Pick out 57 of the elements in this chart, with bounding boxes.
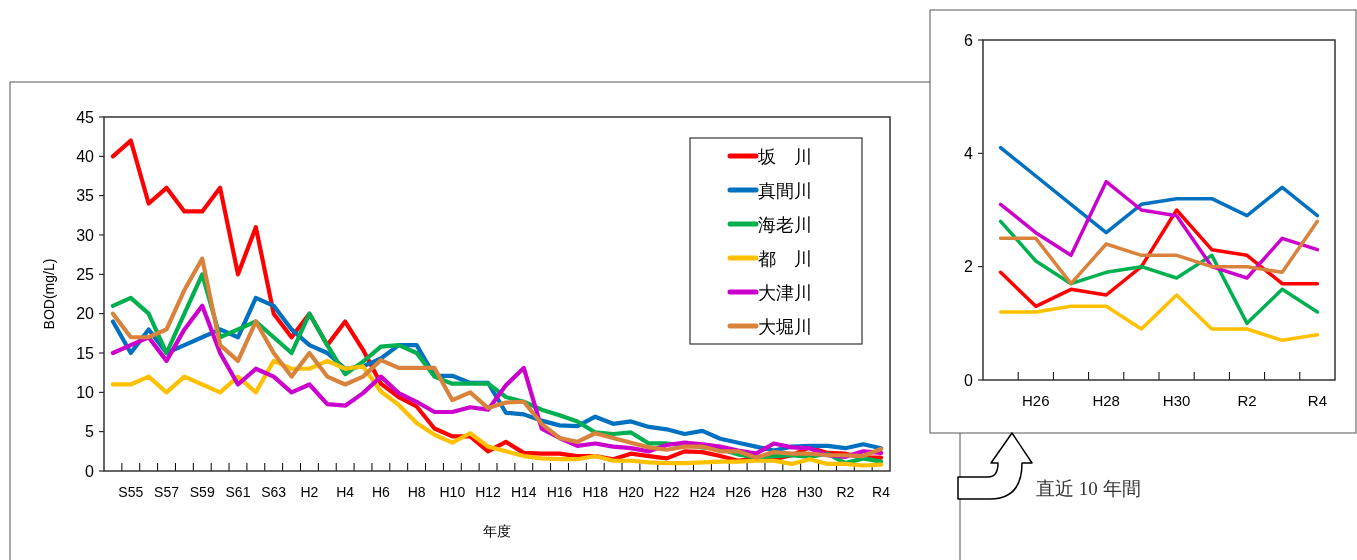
- x-tick-label: H8: [407, 484, 426, 500]
- y-tick-label: 45: [76, 108, 95, 126]
- x-tick-label: H26: [725, 484, 752, 500]
- legend-label: 坂 川: [757, 147, 812, 167]
- x-tick-label: S61: [225, 484, 251, 500]
- y-tick-label: 20: [76, 305, 95, 323]
- x-tick-label: H28: [761, 484, 787, 500]
- line-series: [998, 145, 1320, 235]
- y-tick-label: 25: [76, 266, 95, 284]
- x-tick-label: H10: [439, 484, 466, 500]
- text: 直近 10 年間: [1036, 478, 1141, 499]
- x-tick-label: H14: [510, 484, 537, 500]
- x-tick-label: R2: [1237, 392, 1257, 409]
- x-tick-label: H28: [1092, 392, 1120, 409]
- y-tick-label: 15: [76, 344, 95, 362]
- y-tick-label: 2: [964, 258, 974, 276]
- x-tick-label: H22: [653, 484, 680, 500]
- legend-label: 大津川: [758, 283, 812, 303]
- x-tick-label: H20: [618, 484, 645, 500]
- x-tick-label: R4: [1307, 392, 1327, 409]
- x-tick-label: H16: [546, 484, 573, 500]
- legend-label: 都 川: [758, 249, 812, 269]
- y-tick-label: 0: [964, 371, 974, 389]
- y-tick-label: 30: [76, 226, 95, 244]
- x-tick-label: H2: [300, 484, 319, 500]
- legend-label: 大堀川: [758, 317, 812, 337]
- line-series: [998, 179, 1320, 280]
- line-series: [998, 293, 1320, 343]
- y-tick-label: 6: [964, 31, 974, 49]
- line-series: [110, 358, 884, 468]
- x-tick-label: H24: [689, 484, 716, 500]
- x-tick-label: S59: [189, 484, 215, 500]
- y-tick-label: 40: [76, 148, 95, 166]
- x-tick-label: H12: [475, 484, 502, 500]
- line-series: [998, 219, 1320, 286]
- x-tick-label: H4: [336, 484, 355, 500]
- x-tick-label: S63: [261, 484, 287, 500]
- y-tick-label: 0: [85, 462, 95, 480]
- y-axis-title: BOD(mg/L): [41, 258, 57, 330]
- y-tick-label: 35: [76, 187, 95, 205]
- line-series: [998, 219, 1320, 326]
- legend-label: 海老川: [758, 215, 812, 235]
- legend-label: 真間川: [758, 181, 812, 201]
- x-tick-label: S55: [118, 484, 144, 500]
- y-tick-label: 10: [76, 384, 95, 402]
- x-tick-label: H26: [1022, 392, 1050, 409]
- x-tick-label: R4: [872, 484, 891, 500]
- x-axis-title: 年度: [483, 523, 511, 539]
- x-tick-label: R2: [836, 484, 855, 500]
- y-tick-label: 5: [85, 423, 95, 441]
- x-tick-label: H18: [582, 484, 609, 500]
- x-tick-label: H30: [796, 484, 823, 500]
- x-tick-label: S57: [154, 484, 180, 500]
- x-tick-label: H30: [1162, 392, 1191, 409]
- y-tick-label: 4: [964, 145, 974, 163]
- line-series: [998, 208, 1320, 309]
- x-tick-label: H6: [371, 484, 391, 500]
